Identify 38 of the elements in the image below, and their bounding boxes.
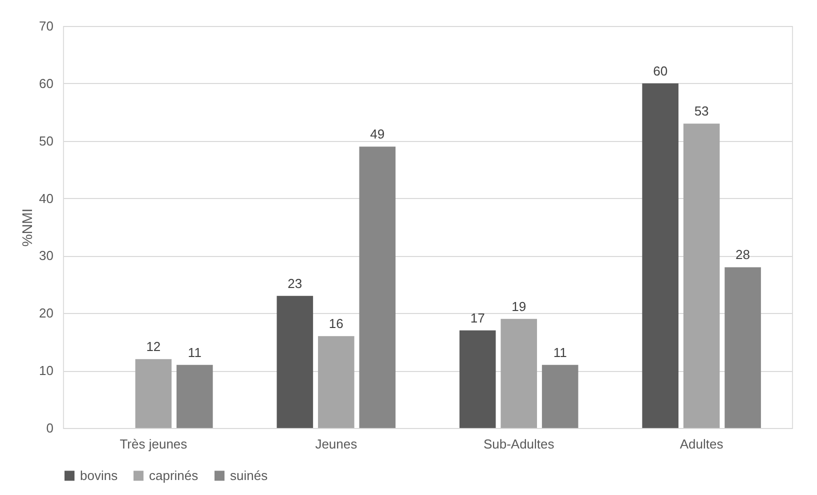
y-tick-label: 60 bbox=[39, 76, 54, 91]
bar bbox=[276, 296, 314, 428]
x-tick-label: Jeunes bbox=[315, 436, 358, 452]
bar bbox=[176, 364, 213, 428]
legend-label: caprinés bbox=[149, 468, 199, 483]
legend-label: suinés bbox=[230, 468, 268, 483]
data-label: 53 bbox=[694, 104, 709, 119]
y-tick-label: 30 bbox=[39, 248, 54, 264]
bar bbox=[500, 318, 537, 428]
data-label: 17 bbox=[470, 310, 485, 326]
y-axis-title: %NMI bbox=[19, 208, 36, 247]
data-label: 12 bbox=[146, 339, 161, 354]
legend-label: bovins bbox=[80, 468, 118, 483]
bar bbox=[642, 83, 678, 428]
data-label: 60 bbox=[653, 63, 668, 78]
bar bbox=[135, 359, 172, 428]
bar bbox=[542, 364, 578, 428]
bar bbox=[724, 267, 761, 428]
y-tick-label: 70 bbox=[39, 18, 54, 34]
bar bbox=[459, 330, 496, 428]
y-tick-label: 20 bbox=[39, 306, 54, 321]
bar bbox=[318, 336, 354, 428]
data-label: 11 bbox=[188, 344, 202, 360]
x-tick-label: Sub-Adultes bbox=[483, 436, 555, 452]
data-label: 49 bbox=[370, 126, 385, 142]
data-label: 16 bbox=[328, 316, 344, 332]
y-tick-label: 10 bbox=[39, 363, 54, 378]
data-label: 19 bbox=[512, 298, 526, 314]
data-label: 28 bbox=[736, 247, 750, 262]
y-tick-label: 0 bbox=[46, 420, 54, 436]
x-tick-label: Adultes bbox=[680, 436, 724, 452]
y-tick-label: 50 bbox=[39, 133, 54, 148]
bar bbox=[359, 146, 396, 428]
data-label: 11 bbox=[553, 344, 567, 360]
x-tick-label: Très jeunes bbox=[120, 436, 188, 452]
y-tick-label: 40 bbox=[39, 190, 54, 206]
bar bbox=[683, 124, 720, 428]
data-label: 23 bbox=[288, 276, 302, 291]
